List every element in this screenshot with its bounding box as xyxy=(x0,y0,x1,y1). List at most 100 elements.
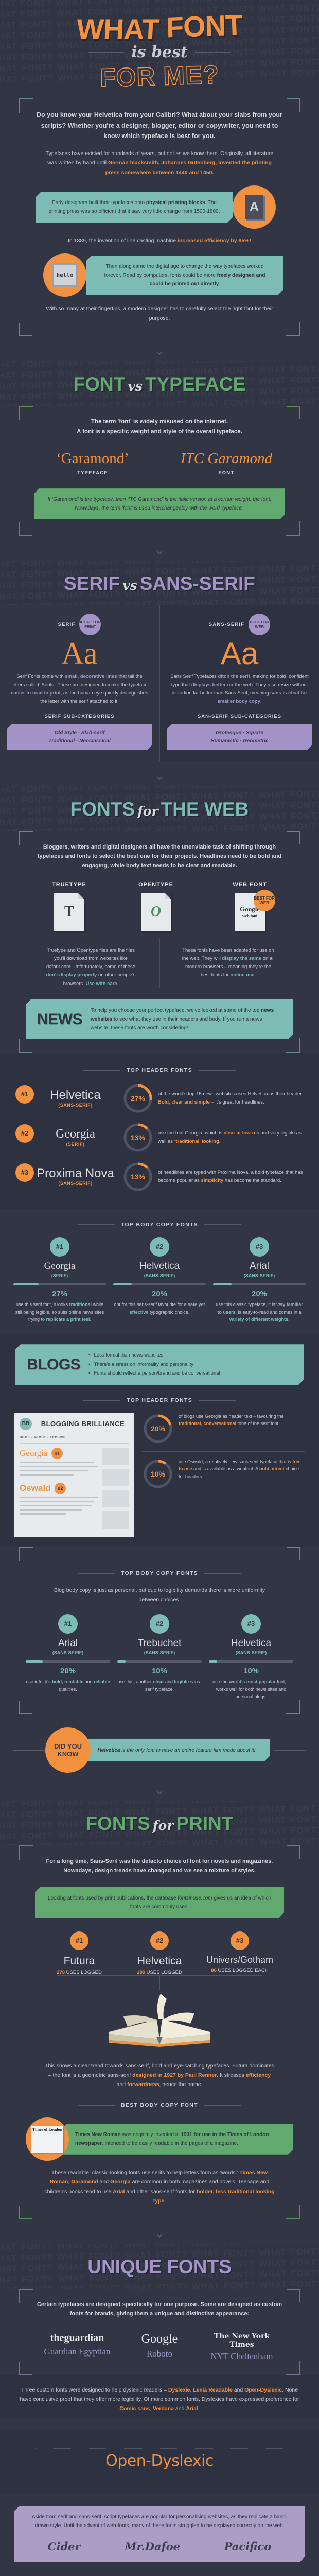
rank-seal: #2 xyxy=(15,1124,34,1143)
serif-label: SERIF xyxy=(58,621,76,628)
rank-name: Proxima Nova (SANS-SERIF) xyxy=(37,1166,114,1187)
percent-donut: 20% xyxy=(142,1413,174,1445)
card-font-category: (SANS-SERIF) xyxy=(235,1650,267,1655)
card-rank-seal: #2 xyxy=(150,1614,169,1634)
blogs-chip-wrap: BLOGS Less formal than news websites The… xyxy=(15,1344,304,1385)
percent-bar xyxy=(13,1283,106,1285)
blogs-bullet: Less formal than news websites xyxy=(88,1351,220,1360)
print-rank-seal: #1 xyxy=(70,1931,88,1950)
rank-name: Georgia (SERIF) xyxy=(56,1127,95,1147)
percent-bar xyxy=(117,1660,202,1663)
did-you-know-badge: DID YOU KNOW xyxy=(45,1727,91,1773)
card-percent: 10% xyxy=(243,1666,259,1675)
rank-name: Helvetica (SANS-SERIF) xyxy=(50,1088,101,1108)
truetype-file-icon: T xyxy=(54,893,84,931)
printing-block-icon: A xyxy=(233,185,276,229)
fvt-typeface-sample: ‘Garamond’ xyxy=(56,450,129,467)
print-rank: #1 Futura 278 USES LOGGED xyxy=(39,1931,119,1975)
card-description: use the world's most popular font, it wo… xyxy=(212,1679,290,1700)
web-title-b: THE WEB xyxy=(161,798,249,820)
fvt-lead-2: A font is a specific weight and style of… xyxy=(77,429,242,435)
script-chip-wrap: Aside from serif and sans-serif, script … xyxy=(14,2506,305,2563)
svs-title-vs: vs xyxy=(122,578,137,594)
body-font-card: #3 Arial (SANS-SERIF) 20% use this class… xyxy=(213,1236,306,1324)
nyt-font-name: NYT Cheltenham xyxy=(210,2351,273,2361)
body-font-card: #1 Georgia (SERIF) 27% use this serif fo… xyxy=(13,1236,106,1324)
card-font-name: Helvetica xyxy=(231,1637,272,1649)
print-rank-seal: #3 xyxy=(231,1931,249,1950)
dyk-rule-left xyxy=(13,1750,45,1751)
hero-word-font: FONT xyxy=(165,8,243,44)
rank-description: of the world's top 15 news websites uses… xyxy=(158,1091,303,1105)
guardian-logo: theguardian xyxy=(50,2332,104,2344)
hero-band: WHAT FONT is best FOR ME? xyxy=(0,0,319,98)
fvt-title-vs: vs xyxy=(128,379,143,394)
serif-vs-sans-columns: SERIF IDEAL FOR PRINT Aa Serif Fonts com… xyxy=(0,605,319,761)
serif-header: SERIF IDEAL FOR PRINT xyxy=(7,614,152,636)
print-bracket-connector xyxy=(57,1975,262,1990)
card-font-name: Trebuchet xyxy=(137,1637,182,1649)
blog-stat-description: use Oswald, a relatively new sans-serif … xyxy=(179,1459,301,1479)
card-description: use ir for it's bold, readable and relia… xyxy=(26,1679,110,1692)
card-font-name: Arial xyxy=(58,1637,78,1649)
webfont-description: These fonts have been adapted for use on… xyxy=(182,947,275,978)
news-text: To help you choose your perfect typeface… xyxy=(91,1007,274,1031)
print-closing: These readable, classic-looking fonts us… xyxy=(44,2169,275,2204)
webfont-block: WEB FONT Google web font BEST FOR WEB xyxy=(206,882,293,931)
print-title-a: FONTS xyxy=(85,1813,150,1835)
intro-bubble-1-chip: Early designers built their typefaces on… xyxy=(36,192,233,223)
percent-bar xyxy=(26,1660,110,1663)
serif-subcat-pill: Old Style · Slab-serif Traditional · Neo… xyxy=(7,724,152,750)
chevron-down-icon-4: ⌄ xyxy=(154,1782,165,1798)
dyslexia-paragraph: Three custom fonts were designed to help… xyxy=(20,2386,299,2412)
intro-frame: Do you know your Helvetica from your Cal… xyxy=(19,98,300,337)
print-uses: 189 USES LOGGED xyxy=(137,1969,182,1975)
rank-row: #2 Georgia (SERIF) 13% use the font Geor… xyxy=(15,1122,304,1154)
blogs-label: BLOGS xyxy=(27,1356,81,1374)
fvt-typeface-col: ‘Garamond’ TYPEFACE xyxy=(26,450,160,476)
card-description: use this classic typeface, it is very fa… xyxy=(216,1301,303,1323)
print-chip: Looking at fonts used by print publicati… xyxy=(35,1887,284,1918)
print-font-name: Univers/Gotham xyxy=(206,1954,274,1965)
blog-stat: 20% of blogs use Georgia as header text … xyxy=(142,1413,305,1445)
print-uses: 278 USES LOGGED xyxy=(57,1969,102,1975)
intro-bubble-2-chip: Then along came the digital age to chang… xyxy=(86,256,283,295)
dyk-rule-right xyxy=(274,1750,306,1751)
card-font-category: (SANS-SERIF) xyxy=(144,1650,175,1655)
intro-lead: Do you know your Helvetica from your Cal… xyxy=(37,111,282,140)
fvt-title-b: TYPEFACE xyxy=(145,374,246,395)
card-font-category: (SANS-SERIF) xyxy=(144,1273,175,1278)
mock-heading-2: Oswald #2 xyxy=(20,1482,98,1494)
body-font-cards: #1 Georgia (SERIF) 27% use this serif fo… xyxy=(13,1236,306,1324)
fvt-samples: ‘Garamond’ TYPEFACE ITC Garamond FONT xyxy=(26,450,293,476)
print-rank-columns: #1 Futura 278 USES LOGGED #2 Helvetica 1… xyxy=(39,1931,280,1975)
divider-top-body-fonts: TOP BODY COPY FONTS xyxy=(15,1222,304,1228)
column-divider xyxy=(159,605,160,761)
sans-serif-column: SANS-SERIF BEST FOR WEB Aa Sans Serif Ty… xyxy=(160,605,319,761)
tnr-chip: Times New Roman was originally invented … xyxy=(62,2124,293,2155)
body-font-card: #2 Helvetica (SANS-SERIF) 20% opt for th… xyxy=(113,1236,206,1324)
blog-mockup: BB BLOGGING BRILLIANCE HOME · ABOUT · AR… xyxy=(14,1412,134,1537)
web-lead: Bloggers, writers and digital designers … xyxy=(37,843,282,869)
card-font-category: (SERIF) xyxy=(51,1273,68,1278)
card-description: use this serif font, it looks traditiona… xyxy=(15,1301,104,1323)
print-title-b: PRINT xyxy=(176,1813,234,1835)
blog-stat: 10% use Oswald, a relatively new sans-se… xyxy=(142,1450,305,1490)
card-rank-seal: #1 xyxy=(58,1614,78,1634)
font-file-types: TRUETYPE T OPENTYPE O WEB FONT Google we… xyxy=(26,882,293,931)
fontsinuse-link[interactable]: fontsinuse.com xyxy=(178,1895,212,1901)
fvt-lead: The term 'font' is widely misused on the… xyxy=(26,417,293,437)
card-percent: 20% xyxy=(60,1666,76,1675)
opentype-label: OPENTYPE xyxy=(138,882,173,888)
percent-donut: 27% xyxy=(122,1082,154,1114)
truetype-label: TRUETYPE xyxy=(51,882,86,888)
hero-rule-right xyxy=(194,52,231,53)
mock-nav[interactable]: HOME · ABOUT · ARCHIVE xyxy=(20,1436,66,1439)
sans-label: SANS-SERIF xyxy=(208,621,245,628)
card-rank-seal: #3 xyxy=(250,1236,269,1257)
script-sample-mrdafoe: Mr.Dafoe xyxy=(125,2539,181,2553)
hero-rule-left xyxy=(88,52,125,53)
card-rank-seal: #3 xyxy=(241,1614,261,1634)
